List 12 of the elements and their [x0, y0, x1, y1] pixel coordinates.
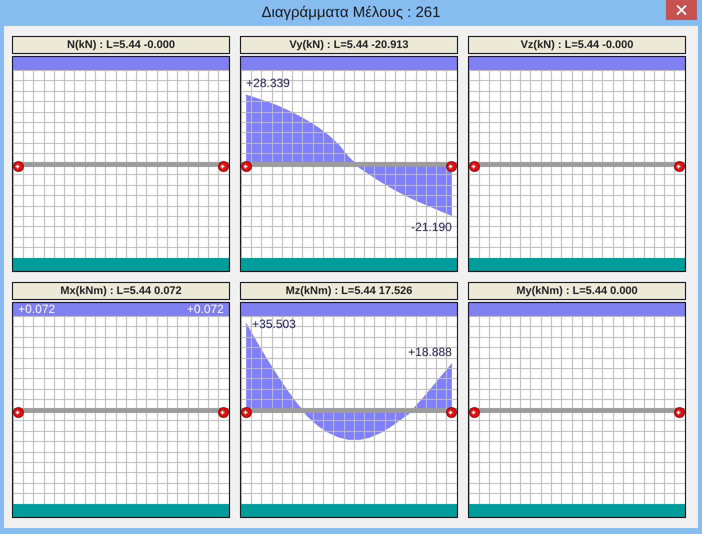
data-label: +35.503 — [252, 317, 296, 331]
text: Mx(kNm) : L=5.44 0.072 — [12, 282, 230, 300]
data-label: -21.190 — [411, 220, 452, 234]
text: My(kNm) : L=5.44 0.000 — [468, 282, 686, 300]
data-label: +28.339 — [246, 76, 290, 90]
text: Διαγράμματα Μέλους : 261 — [260, 4, 442, 21]
label-strip: +0.072 +0.072 — [13, 303, 229, 316]
data-label: +18.888 — [408, 345, 452, 360]
text: Vz(kN) : L=5.44 -0.000 — [468, 36, 686, 54]
chart-title: Vy(kN) : L=5.44 -20.913 — [240, 36, 458, 54]
text: N(kN) : L=5.44 -0.000 — [12, 36, 230, 54]
chart-title: Mz(kNm) : L=5.44 17.526 — [240, 282, 458, 300]
